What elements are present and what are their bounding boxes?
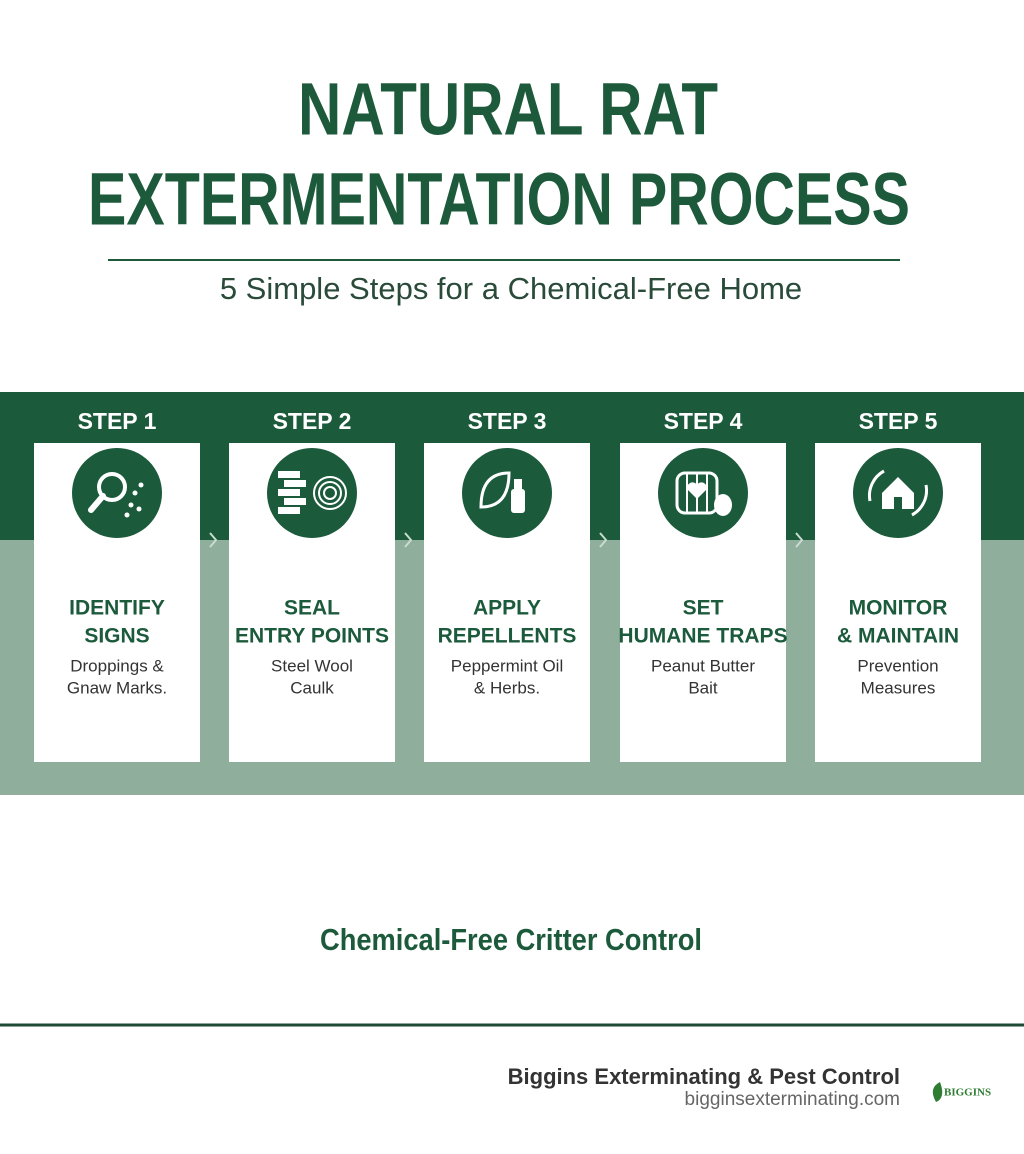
step-card: STEP 2 SEAL ENTRY POINTS Steel Wool Caulk: [229, 408, 413, 762]
step-description: Steel Wool: [271, 656, 353, 675]
step-arrow: [404, 532, 413, 548]
step-arrow: [209, 532, 218, 548]
icon-glyph: [128, 502, 134, 508]
icon-glyph: [479, 471, 511, 509]
step-card: STEP 5 MONITOR & MAINTAIN Prevention Measure…: [815, 408, 981, 762]
logo-text: BIGGINS: [944, 1087, 991, 1099]
title-line: EXTERMENTATION PROCESS: [88, 158, 910, 241]
icon-glyph: [278, 471, 300, 478]
step-arrow: [795, 532, 804, 548]
step-title: & MAINTAIN: [837, 625, 959, 648]
icon-glyph: [136, 506, 142, 512]
step-card: STEP 1 IDENTIFY SIGNS Droppings & Gnaw Marks…: [34, 408, 218, 762]
icon-glyph: [894, 497, 902, 509]
step-title: HUMANE TRAPS: [618, 625, 787, 648]
step-label: STEP 3: [468, 408, 547, 434]
company-url: bigginsexterminating.com: [685, 1089, 900, 1110]
icon-glyph: [714, 494, 732, 516]
icon-glyph: [88, 493, 106, 513]
icon-glyph: [313, 476, 347, 510]
icon-glyph: [124, 512, 130, 518]
icon-glyph: [278, 507, 300, 514]
step-label: STEP 2: [273, 408, 352, 434]
title-line: NATURAL RAT: [298, 68, 718, 151]
step-label: STEP 5: [859, 408, 938, 434]
icon-glyph: [514, 479, 522, 489]
step-description: Peppermint Oil: [451, 656, 563, 675]
step-title: ENTRY POINTS: [235, 625, 389, 648]
step-card: STEP 3 APPLY REPELLENTS Peppermint Oil & Her…: [424, 408, 608, 762]
step-title: MONITOR: [849, 597, 948, 620]
steps: STEP 1 IDENTIFY SIGNS Droppings & Gnaw Marks…: [34, 408, 981, 762]
icon-glyph: [138, 482, 144, 488]
icon-glyph: [882, 477, 914, 509]
icon-glyph: [132, 490, 138, 496]
step-description: Prevention: [857, 656, 938, 675]
step-description: & Herbs.: [474, 678, 540, 697]
step-icon: [267, 448, 357, 538]
icon-glyph: [323, 486, 337, 500]
step-card: STEP 4 SET HUMANE TRAPS Peanut Butter Bait: [618, 408, 804, 762]
company-name: Biggins Exterminating & Pest Control: [508, 1064, 900, 1089]
step-label: STEP 4: [664, 408, 743, 434]
step-description: Peanut Butter: [651, 656, 755, 675]
step-icon: [72, 448, 162, 538]
step-description: Bait: [688, 678, 718, 697]
subtitle: 5 Simple Steps for a Chemical-Free Home: [220, 271, 802, 306]
step-title: SIGNS: [84, 625, 149, 648]
step-title: REPELLENTS: [438, 625, 577, 648]
icon-glyph: [284, 480, 306, 487]
step-arrow: [599, 532, 608, 548]
step-description: Caulk: [290, 678, 334, 697]
step-title: APPLY: [473, 597, 541, 620]
icon-glyph: [278, 489, 300, 496]
step-description: Gnaw Marks.: [67, 678, 167, 697]
logo-leaf: [932, 1082, 943, 1102]
step-label: STEP 1: [78, 408, 157, 434]
icon-glyph: [868, 469, 928, 517]
step-title: SEAL: [284, 597, 340, 620]
icon-glyph: [97, 472, 127, 502]
icon-glyph: [511, 489, 525, 513]
step-title: IDENTIFY: [69, 597, 165, 620]
step-description: Droppings &: [70, 656, 164, 675]
icon-glyph: [284, 498, 306, 505]
step-title: SET: [683, 597, 724, 620]
icon-glyph: [687, 482, 707, 499]
icon-glyph: [318, 481, 342, 505]
step-description: Measures: [861, 678, 936, 697]
tagline: Chemical-Free Critter Control: [320, 922, 702, 957]
